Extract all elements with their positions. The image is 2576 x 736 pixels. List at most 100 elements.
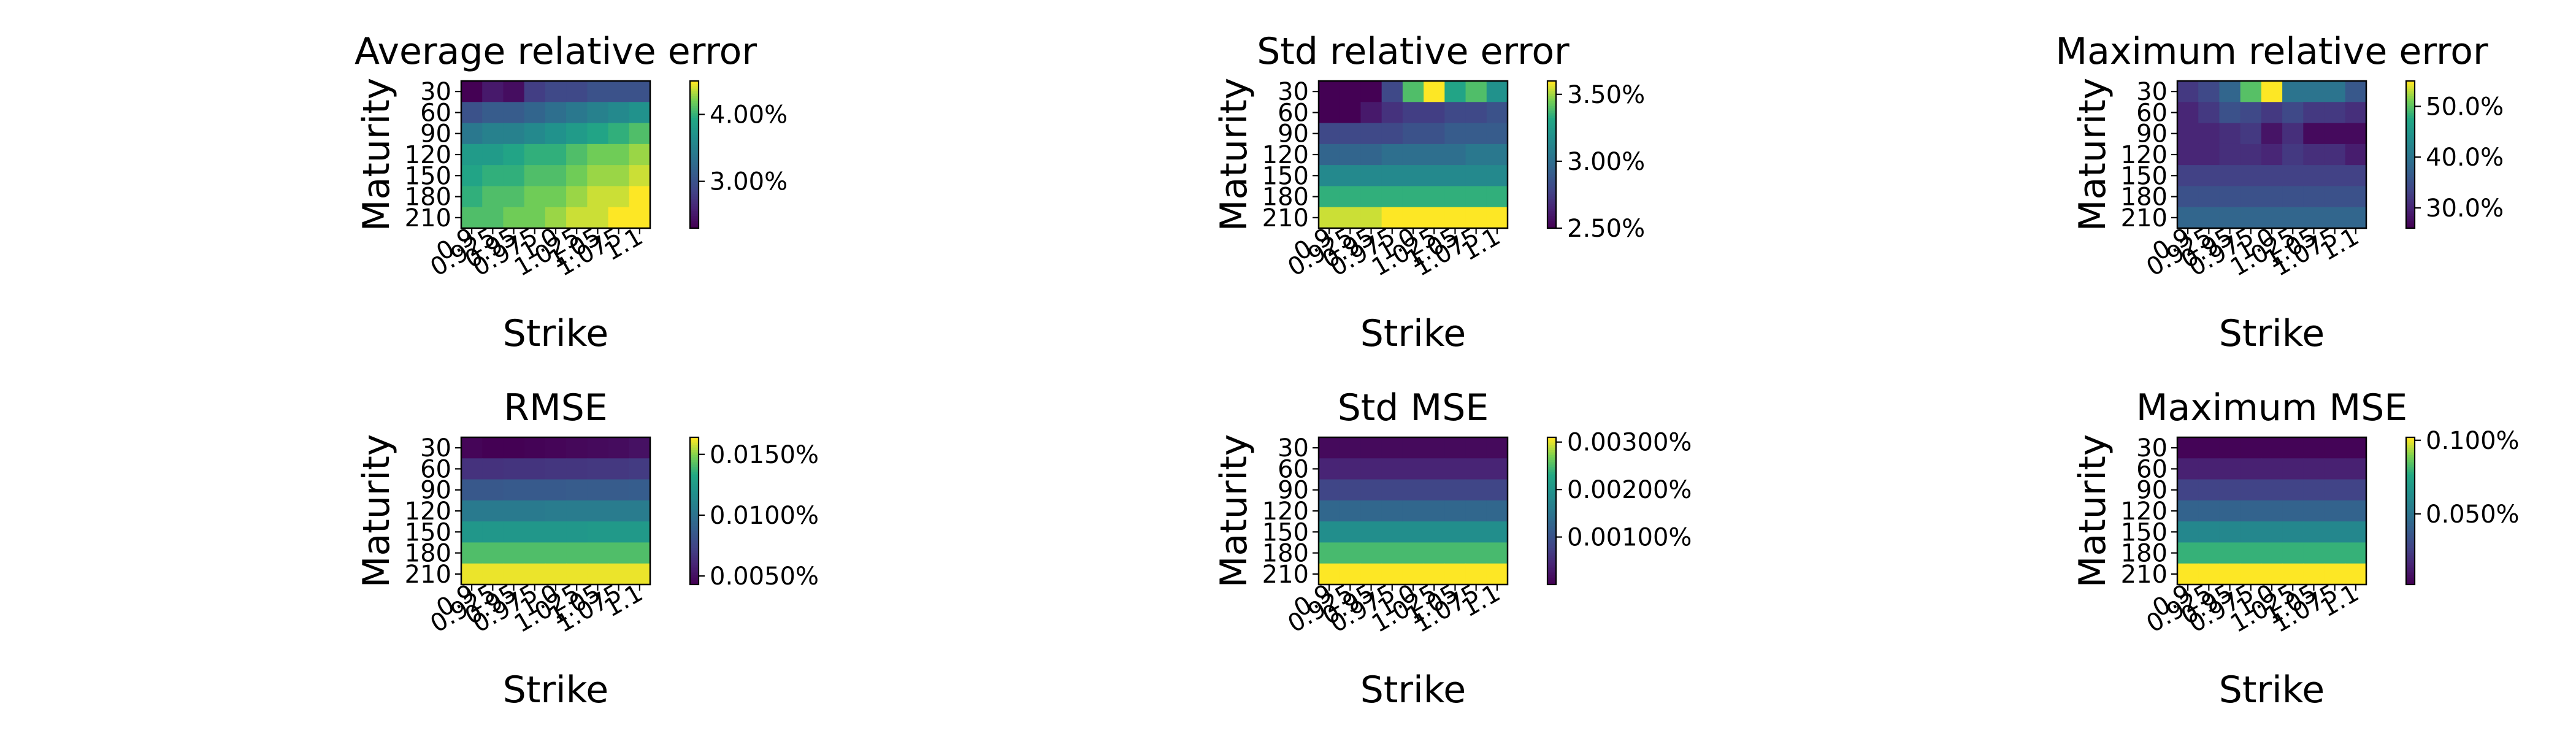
- colorbar-frame: [1546, 80, 1557, 229]
- heatmap-cell: [2324, 102, 2346, 124]
- colorbar-segment: [2406, 128, 2415, 131]
- y-tick-label: 150: [405, 518, 451, 546]
- colorbar-segment: [2406, 140, 2415, 143]
- heatmap-cell: [1465, 458, 1487, 480]
- colorbar-segment: [2406, 464, 2415, 467]
- heatmap-cell: [1424, 458, 1445, 480]
- colorbar-segment: [2406, 199, 2415, 202]
- y-tick-label: 210: [405, 204, 451, 232]
- colorbar-segment: [2406, 145, 2415, 148]
- colorbar-segment: [1547, 204, 1556, 207]
- heatmap-cell: [1465, 563, 1487, 585]
- colorbar-segment: [690, 164, 699, 167]
- y-tick-label: 30: [1278, 434, 1309, 462]
- colorbar-segment: [1547, 513, 1556, 516]
- colorbar-segment: [690, 199, 699, 202]
- colorbar-segment: [1547, 504, 1556, 507]
- colorbar-segment: [1547, 123, 1556, 126]
- colorbar-segment: [690, 172, 699, 175]
- colorbar-segment: [690, 521, 699, 524]
- heatmap-cell: [2261, 207, 2283, 229]
- colorbar-segment: [690, 118, 699, 121]
- y-tick-label: 180: [2121, 540, 2168, 568]
- heatmap-cell: [1319, 186, 1340, 208]
- heatmap-cell: [2219, 144, 2241, 166]
- colorbar-segment: [690, 459, 699, 462]
- colorbar-segment: [2406, 211, 2415, 214]
- colorbar-segment: [690, 516, 699, 519]
- y-tick-label: 150: [2121, 162, 2168, 190]
- colorbar-segment: [1547, 135, 1556, 138]
- colorbar-segment: [1547, 442, 1556, 445]
- heatmap-cell: [1319, 165, 1340, 187]
- colorbar-tick-label: 40.0%: [2426, 144, 2504, 172]
- heatmap-cell: [566, 563, 588, 585]
- heatmap-cell: [2198, 542, 2220, 564]
- colorbar-segment: [1547, 540, 1556, 543]
- y-axis-label: Maturity: [2071, 434, 2114, 588]
- heatmap-cell: [2324, 563, 2346, 585]
- heatmap-cell: [461, 563, 483, 585]
- heatmap-cell: [2303, 563, 2325, 585]
- y-tick-label: 90: [2136, 477, 2168, 505]
- heatmap-cell: [2345, 165, 2367, 187]
- colorbar-tick-label: 0.100%: [2426, 427, 2520, 455]
- heatmap-cell: [2177, 81, 2199, 102]
- heatmap-cell: [587, 165, 609, 187]
- colorbar-segment: [1547, 531, 1556, 534]
- colorbar-segment: [690, 201, 699, 204]
- heatmap-cell: [2303, 165, 2325, 187]
- colorbar-segment: [690, 452, 699, 455]
- heatmap-cell: [608, 102, 630, 124]
- colorbar-segment: [1547, 558, 1556, 561]
- colorbar-segment: [690, 125, 699, 128]
- heatmap-cell: [1486, 102, 1508, 124]
- colorbar-segment: [2406, 508, 2415, 512]
- colorbar-segment: [2406, 155, 2415, 158]
- colorbar-segment: [1547, 567, 1556, 570]
- heatmap-cell: [1381, 165, 1403, 187]
- colorbar-segment: [2406, 531, 2415, 534]
- heatmap-cell: [1465, 479, 1487, 501]
- colorbar-segment: [1547, 108, 1556, 111]
- heatmap-cell: [1340, 479, 1362, 501]
- heatmap-cell: [587, 542, 609, 564]
- colorbar-segment: [690, 477, 699, 480]
- heatmap-cell: [1360, 81, 1382, 102]
- colorbar-segment: [690, 191, 699, 194]
- heatmap-cell: [2345, 144, 2367, 166]
- heatmap-cell: [587, 186, 609, 208]
- heatmap-cell: [482, 207, 504, 229]
- heatmap-cell: [1444, 186, 1466, 208]
- colorbar-frame: [689, 436, 700, 586]
- colorbar-segment: [1547, 177, 1556, 180]
- heatmap-cell: [2240, 123, 2262, 145]
- heatmap-cell: [629, 437, 651, 459]
- heatmap-cell: [482, 458, 504, 480]
- heatmap-cell: [1402, 207, 1424, 229]
- heatmap-cell: [1465, 542, 1487, 564]
- colorbar-segment: [1547, 221, 1556, 224]
- heatmap-cell: [629, 542, 651, 564]
- heatmap-cell: [608, 563, 630, 585]
- colorbar-segment: [1547, 528, 1556, 531]
- colorbar-segment: [690, 162, 699, 165]
- colorbar-segment: [690, 582, 699, 585]
- heatmap-cell: [503, 479, 525, 501]
- heatmap-cell: [524, 81, 546, 102]
- heatmap-cell: [566, 123, 588, 145]
- heatmap-cell: [461, 165, 483, 187]
- heatmap-cell: [2219, 479, 2241, 501]
- colorbar-segment: [1547, 211, 1556, 214]
- heatmap-cell: [2198, 144, 2220, 166]
- heatmap-cell: [608, 458, 630, 480]
- heatmap-cell: [503, 542, 525, 564]
- heatmap-cell: [2282, 500, 2304, 522]
- heatmap-cell: [2282, 207, 2304, 229]
- heatmap-cell: [1340, 458, 1362, 480]
- heatmap-cell: [566, 437, 588, 459]
- x-axis-label: Strike: [1360, 669, 1466, 711]
- colorbar-segment: [690, 558, 699, 561]
- heatmap-cell: [2219, 542, 2241, 564]
